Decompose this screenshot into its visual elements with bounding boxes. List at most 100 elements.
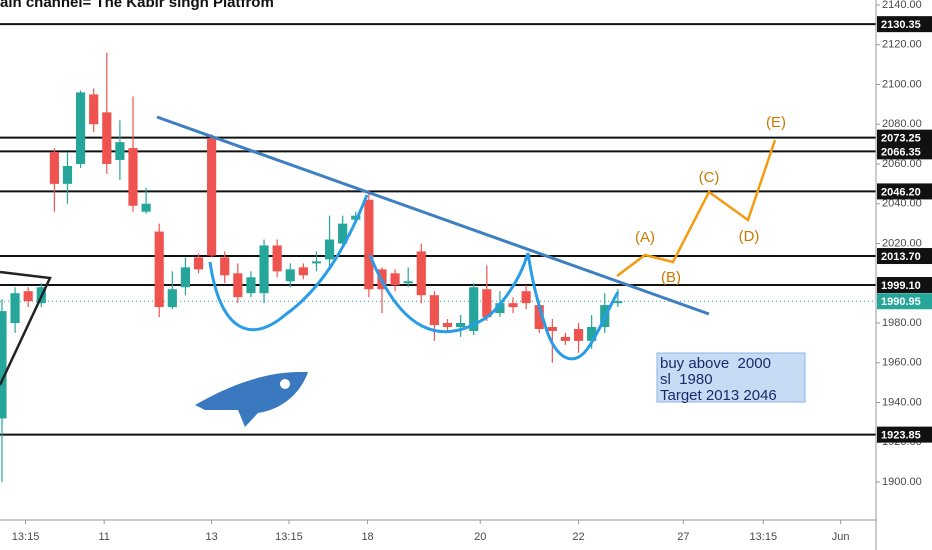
projection-path [616, 139, 777, 277]
note-box [656, 352, 806, 403]
wave-label: (B) [661, 269, 681, 286]
candle-body [102, 112, 112, 164]
wave-label: (C) [699, 169, 720, 186]
level-label: 2066.35 [881, 146, 921, 158]
candle-body [0, 311, 7, 419]
candle-body [259, 245, 269, 294]
y-tick-label: 1960.00 [882, 357, 922, 369]
x-tick-label: 22 [572, 531, 584, 543]
candle-body [587, 326, 597, 341]
tick-layer: 1900.001920.001940.001960.001980.002000.… [12, 0, 922, 543]
candle-body [324, 239, 335, 260]
candle-body [220, 257, 230, 276]
x-tick-label: 11 [98, 531, 109, 543]
y-tick-label: 1900.00 [882, 476, 922, 488]
candle-body [180, 267, 191, 288]
x-tick-label: 13 [206, 531, 218, 543]
y-tick-label: 1980.00 [882, 317, 922, 329]
level-label-box [877, 248, 932, 265]
level-label-box [877, 16, 932, 33]
candle-body [89, 94, 99, 125]
level-label: 2013.70 [881, 251, 921, 263]
candle-body [390, 273, 400, 286]
candle-body [298, 267, 308, 276]
pattern-curve [208, 194, 369, 332]
rocket-icon [195, 372, 308, 427]
candle-body [141, 203, 151, 212]
candle-body [469, 287, 479, 331]
y-tick-label: 2120.00 [882, 39, 922, 51]
trend-line [156, 115, 710, 316]
candle-body [154, 231, 164, 308]
level-layer [0, 23, 876, 436]
level-label: 2130.35 [881, 19, 921, 31]
level-label: 2073.25 [881, 133, 921, 145]
candle-body [23, 291, 33, 302]
candle-body [115, 142, 125, 161]
candle-body [416, 251, 426, 296]
note-line: buy above 2000 [660, 355, 771, 372]
level-label: 2046.20 [881, 186, 921, 198]
level-label-box [877, 143, 932, 160]
x-tick-label: 13:15 [750, 531, 778, 543]
x-tick-label: 27 [677, 531, 689, 543]
y-tick-label: 2080.00 [882, 118, 922, 130]
note-line: Target 2013 2046 [660, 387, 777, 404]
triangle [0, 270, 52, 386]
x-tick-label: 20 [474, 531, 486, 543]
candle-body [613, 301, 623, 304]
candle-body [285, 269, 295, 282]
wave-label: (D) [739, 228, 760, 245]
candle-body [167, 289, 177, 308]
candle-body [442, 323, 453, 327]
rocket-window [280, 379, 290, 389]
candle-body [76, 92, 86, 164]
candle-body [560, 336, 571, 341]
x-tick-label: 18 [361, 531, 373, 543]
note-line: sl 1980 [660, 371, 713, 388]
candle-body [573, 328, 584, 341]
level-label-box [877, 183, 932, 200]
candle-body [233, 273, 243, 298]
candle-body [521, 291, 531, 304]
candle-body [311, 261, 322, 264]
level-label: 1923.85 [881, 430, 921, 442]
candle-body [429, 295, 439, 325]
candle-body [403, 281, 413, 284]
candle-body [364, 199, 374, 290]
x-tick-label: Jun [832, 531, 850, 543]
candle-body [482, 289, 492, 318]
y-tick-label: 2020.00 [882, 237, 922, 249]
x-tick-label: 13:15 [275, 531, 303, 543]
candle-body [272, 245, 282, 272]
last-price-label: 1990.95 [881, 296, 921, 308]
level-label-box [877, 129, 932, 146]
candle-body [338, 223, 348, 244]
candle-body [207, 138, 217, 256]
level-label-box [877, 426, 932, 443]
candle-body [534, 305, 544, 329]
y-tick-label: 2040.00 [882, 198, 922, 210]
candle-body [128, 148, 138, 206]
candle-body [62, 165, 73, 184]
drawings [0, 115, 777, 427]
chart-title: ain channel= The Kabir singh Platfrom [0, 0, 274, 11]
y-tick-label: 2100.00 [882, 78, 922, 90]
level-label: 1999.10 [881, 280, 921, 292]
y-tick-label: 1940.00 [882, 396, 922, 408]
y-tick-label: 2060.00 [882, 158, 922, 170]
candle-body [10, 293, 20, 324]
candle-body [246, 277, 256, 294]
candle-layer [0, 52, 623, 483]
candle-body [508, 303, 518, 308]
x-tick-label: 13:15 [12, 531, 40, 543]
y-tick-label: 2140.00 [882, 0, 922, 11]
candle-body [495, 303, 505, 314]
candle-body [49, 152, 59, 184]
pattern-curve [368, 252, 620, 361]
candle-body [456, 323, 466, 327]
candle-body [547, 326, 557, 331]
